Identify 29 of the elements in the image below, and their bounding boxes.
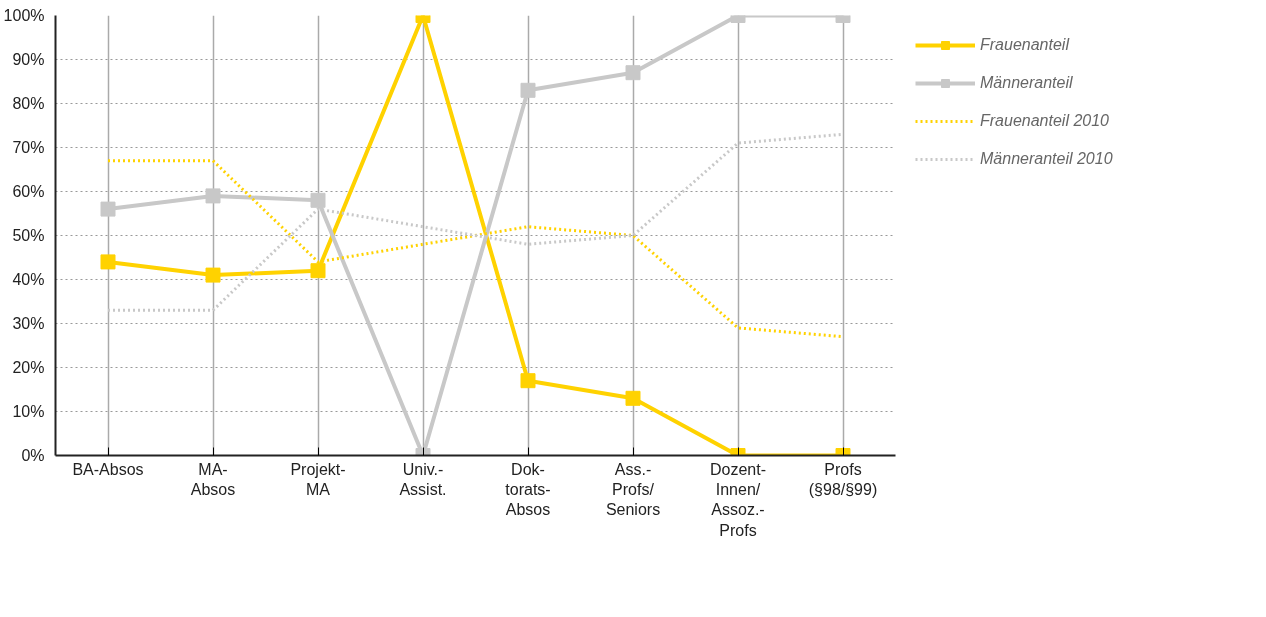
x-tick-label: Profs (§98/§99): [808, 460, 878, 498]
y-tick-label: 20%: [12, 359, 45, 376]
point: [100, 201, 116, 217]
y-tick-label: 40%: [12, 271, 45, 288]
y-tick-label: 10%: [12, 403, 45, 420]
y-tick-label: 100%: [3, 7, 45, 24]
legend-label: Männeranteil: [980, 74, 1073, 92]
x-tick-label: Projekt- MA: [290, 460, 346, 498]
y-tick-label: 70%: [12, 139, 45, 156]
legend-label: Männeranteil 2010: [980, 150, 1113, 168]
x-tick-label: Dok- torats- Absos: [505, 460, 551, 519]
point: [310, 263, 326, 279]
y-tick-label: 90%: [12, 51, 45, 68]
point: [205, 188, 221, 204]
point: [100, 254, 116, 270]
y-tick-label: 0%: [21, 447, 45, 464]
point: [310, 192, 326, 208]
y-tick-label: 80%: [12, 95, 45, 112]
x-tick-label: Univ.- Assist.: [399, 460, 447, 498]
x-tick-label: MA- Absos: [190, 460, 236, 498]
y-tick-label: 30%: [12, 315, 45, 332]
y-tick-label: 60%: [12, 183, 45, 200]
x-tick-label: BA-Absos: [72, 460, 144, 478]
point: [205, 267, 221, 283]
x-tick-label: Dozent- Innen/ Assoz.- Profs: [709, 460, 767, 539]
legend-label: Frauenanteil 2010: [980, 112, 1109, 130]
x-tick-label: Ass.- Profs/ Seniors: [605, 460, 661, 519]
legend-label: Frauenanteil: [980, 36, 1069, 54]
y-tick-label: 50%: [12, 227, 45, 244]
